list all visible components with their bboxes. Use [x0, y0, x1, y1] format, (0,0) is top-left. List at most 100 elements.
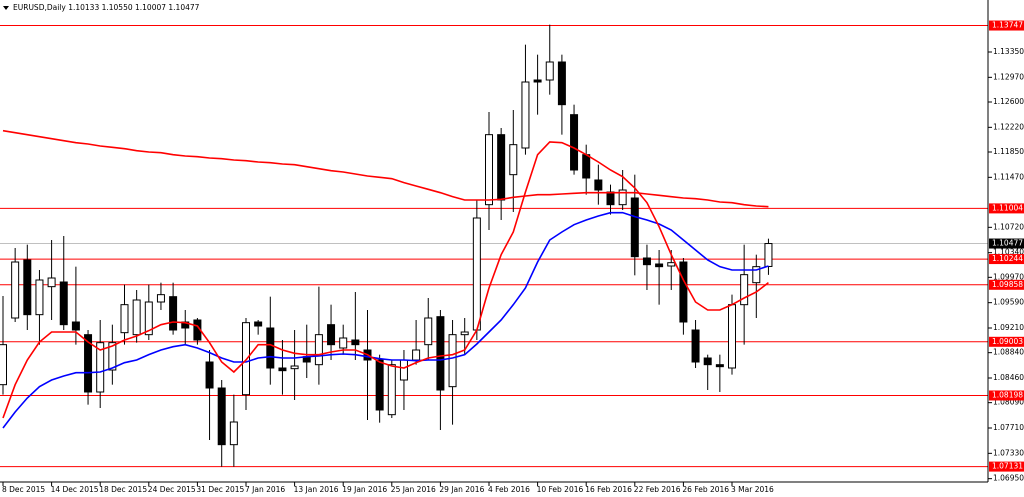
candle-body — [715, 364, 724, 368]
x-tick-label: 18 Dec 2015 — [99, 485, 147, 494]
candle-body — [242, 322, 250, 396]
candle-body — [485, 134, 493, 206]
x-tick-label: 10 Feb 2016 — [537, 485, 584, 494]
candle-body — [120, 304, 129, 334]
candle-body — [254, 321, 263, 327]
level-label-box — [989, 461, 1024, 472]
level-label: 1.13747 — [992, 21, 1023, 30]
candle-body — [327, 324, 336, 346]
x-tick-label: 19 Jan 2016 — [342, 485, 387, 494]
candle-body — [96, 342, 105, 393]
x-tick-label: 4 Feb 2016 — [488, 485, 530, 494]
candle-body — [606, 191, 615, 206]
y-tick-label: 1.08840 — [993, 348, 1024, 357]
level-label-box — [989, 279, 1024, 290]
y-tick-label: 1.11850 — [993, 147, 1024, 156]
candle-body — [679, 261, 688, 323]
candle-body — [533, 79, 542, 83]
y-tick-label: 1.09590 — [993, 298, 1024, 307]
y-tick-label: 1.10720 — [993, 222, 1024, 231]
candle-body — [217, 387, 226, 446]
level-label: 1.08198 — [992, 390, 1023, 399]
y-tick-label: 1.13350 — [993, 47, 1024, 56]
y-tick-label: 1.06950 — [993, 474, 1024, 483]
y-tick-label: 1.11470 — [993, 172, 1024, 181]
candle-body — [229, 421, 238, 446]
level-label-box — [989, 336, 1024, 347]
candle-body — [740, 274, 749, 306]
level-label-box — [989, 20, 1024, 31]
candle-body — [521, 81, 530, 149]
candle-body — [557, 61, 566, 106]
indicators-layer — [2, 129, 769, 429]
candle-body — [205, 361, 214, 389]
x-tick-label: 3 Mar 2016 — [731, 485, 774, 494]
candle-body — [266, 327, 275, 369]
x-tick-label: 8 Dec 2015 — [2, 485, 45, 494]
candle-body — [0, 344, 7, 386]
candle-body — [412, 349, 421, 361]
candle-body — [472, 217, 481, 331]
candle-body — [399, 359, 408, 381]
menu-arrow[interactable] — [3, 6, 9, 10]
candle-body — [448, 334, 457, 388]
y-tick-label: 1.10340 — [993, 248, 1024, 257]
candle-body — [436, 316, 445, 391]
levels-layer — [0, 25, 988, 468]
candle-body — [497, 134, 506, 201]
y-tick-label: 1.12970 — [993, 72, 1024, 81]
candles-layer — [0, 24, 773, 467]
last-price-box — [989, 238, 1024, 249]
moving-average-line — [2, 141, 769, 419]
level-label: 1.07131 — [992, 462, 1023, 471]
candle-body — [35, 279, 44, 316]
candle-body — [278, 367, 287, 372]
candle-body — [108, 342, 117, 371]
moving-average-line — [2, 211, 769, 429]
x-tick-label: 7 Jan 2016 — [245, 485, 285, 494]
candle-body — [655, 263, 664, 268]
x-tick-label: 25 Jan 2016 — [391, 485, 436, 494]
y-tick-label: 1.12220 — [993, 122, 1024, 131]
candle-body — [667, 262, 676, 267]
candle-body — [618, 189, 627, 206]
last-price-label: 1.10477 — [992, 239, 1023, 248]
moving-average-line — [2, 129, 769, 208]
level-label-box — [989, 254, 1024, 265]
candle-body — [545, 61, 554, 81]
x-tick-label: 29 Jan 2016 — [439, 485, 484, 494]
candle-body — [375, 359, 384, 411]
level-label-box — [989, 390, 1024, 401]
x-tick-label: 16 Feb 2016 — [585, 485, 632, 494]
candle-body — [570, 114, 579, 171]
candle-body — [764, 243, 773, 267]
candle-body — [144, 301, 153, 336]
candle-body — [387, 364, 396, 416]
candle-body — [703, 357, 712, 366]
candle-body — [630, 197, 639, 258]
level-label: 1.09858 — [992, 280, 1023, 289]
candle-body — [351, 339, 360, 346]
candle-body — [752, 266, 761, 284]
candle-body — [132, 299, 141, 336]
candle-body — [11, 261, 20, 319]
y-tick-label: 1.09210 — [993, 323, 1024, 332]
candle-body — [84, 334, 93, 393]
candle-body — [728, 304, 736, 369]
candle-body — [290, 365, 299, 370]
x-tick-label: 22 Feb 2016 — [634, 485, 681, 494]
candle-body — [691, 329, 700, 363]
candle-body — [642, 257, 651, 266]
candle-body — [594, 179, 603, 191]
candle-body — [339, 337, 348, 349]
level-label: 1.10244 — [992, 254, 1023, 263]
x-tick-label: 14 Dec 2015 — [51, 485, 99, 494]
x-tick-label: 31 Dec 2015 — [196, 485, 244, 494]
x-tick-label: 13 Jan 2016 — [294, 485, 339, 494]
candle-body — [156, 294, 165, 303]
candle-body — [59, 281, 68, 326]
candle-body — [460, 331, 469, 336]
